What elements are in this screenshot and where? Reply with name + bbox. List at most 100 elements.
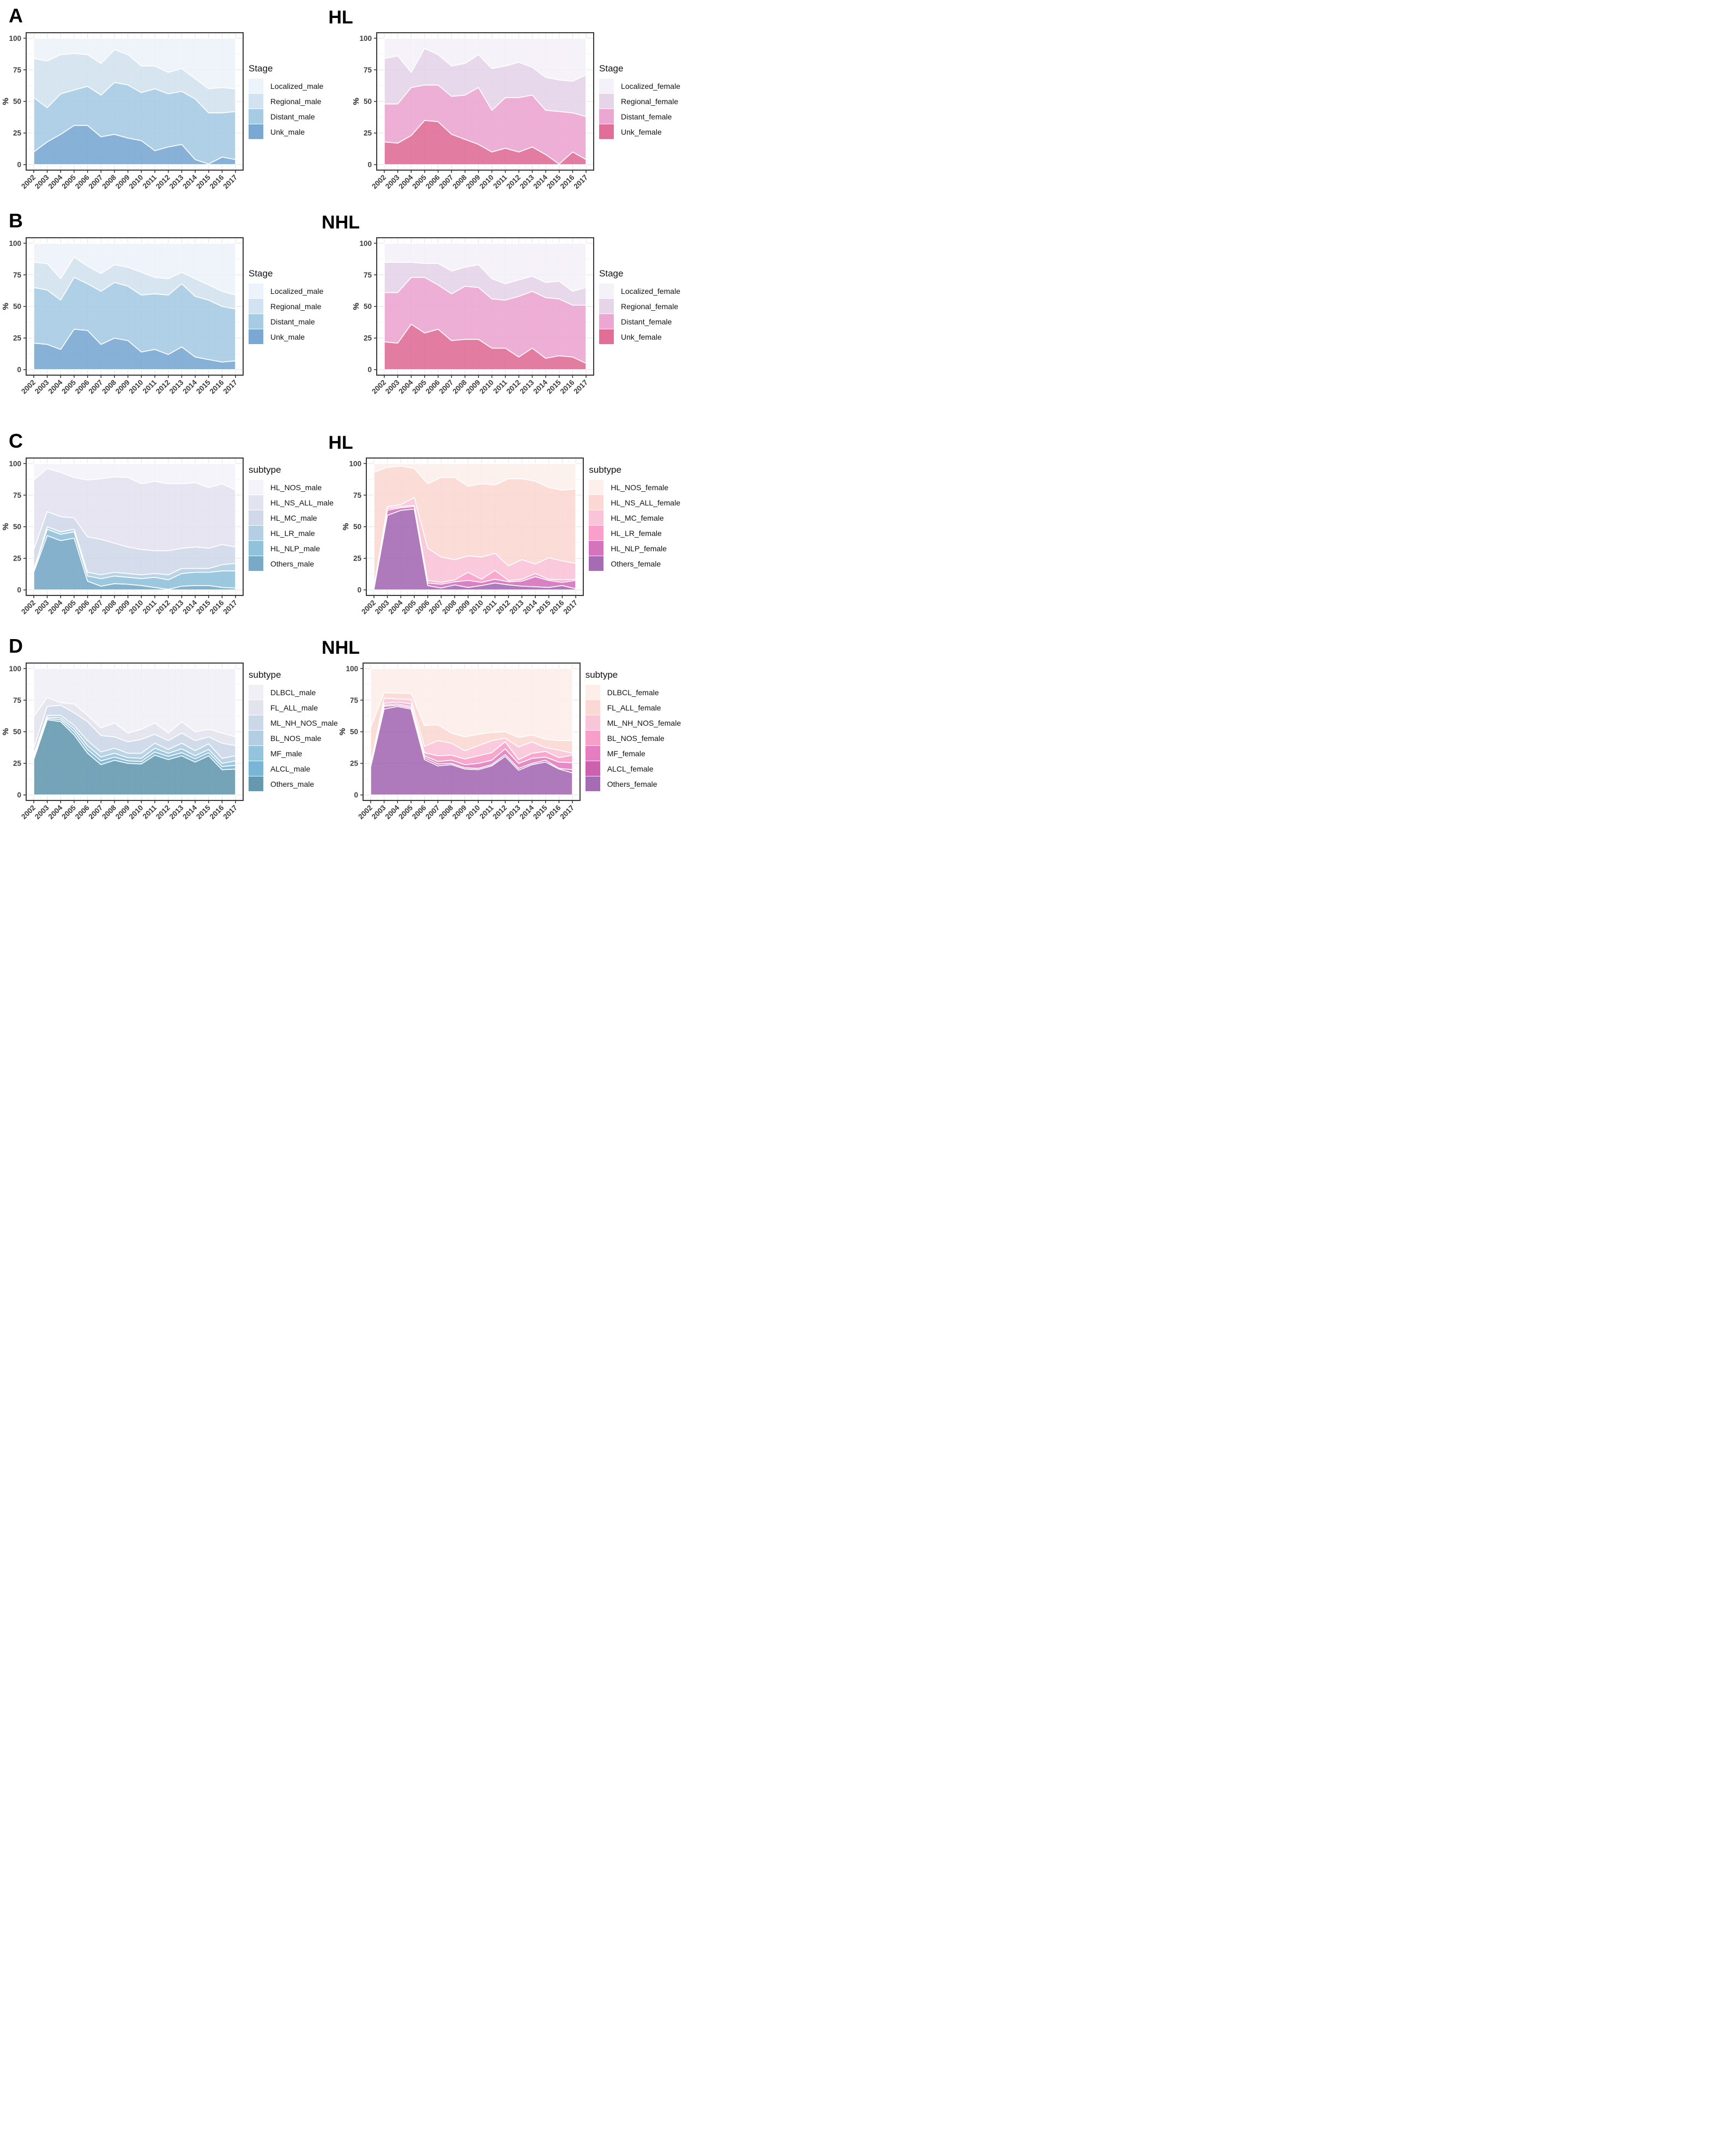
y-axis-label: %: [1, 98, 10, 105]
x-tick-label: 2013: [504, 803, 522, 821]
legend-title: subtype: [589, 465, 621, 475]
x-tick-label: 2003: [370, 803, 388, 821]
legend-swatch-icon: [249, 284, 263, 298]
x-tick-label: 2014: [532, 173, 549, 190]
x-tick-label: 2002: [370, 378, 388, 396]
x-tick-label: 2016: [548, 598, 566, 616]
legend-item: Others_male: [249, 776, 338, 791]
legend-item-label: Distant_male: [270, 112, 315, 121]
x-tick-label: 2014: [181, 378, 198, 395]
x-tick-label: 2004: [47, 803, 64, 821]
legend-item-label: HL_NS_ALL_male: [270, 498, 334, 507]
area-layer-Localized_female: [384, 243, 587, 292]
legend-item: HL_NLP_female: [589, 541, 680, 556]
legend-item-label: Localized_female: [621, 286, 680, 296]
y-tick-label: 25: [364, 334, 372, 342]
legend-item: HL_LR_male: [249, 526, 334, 540]
area-layer-Localized_male: [33, 243, 236, 296]
x-tick-label: 2005: [60, 173, 77, 190]
legend-item-label: Regional_male: [270, 302, 322, 311]
legend-swatch-icon: [249, 776, 263, 791]
panel-title-A: HL: [328, 7, 353, 28]
x-tick-label: 2003: [384, 378, 401, 395]
panel-D: D NHL 0 25 50 75 100 2002 2003 2004 2005 2006 2007…: [0, 635, 681, 839]
y-tick-label: 0: [368, 161, 372, 169]
x-tick-label: 2009: [454, 599, 472, 616]
x-tick-label: 2010: [478, 378, 496, 396]
legend-title: Stage: [249, 63, 273, 74]
x-tick-label: 2013: [508, 598, 526, 616]
area-chart-svg: 0255075100200220032004200520062007200820…: [1, 663, 244, 821]
legend-swatch-icon: [589, 510, 604, 525]
legend: subtype HL_NOS_female HL_NS_ALL_female HL_M…: [589, 465, 680, 571]
legend-item: Unk_male: [249, 124, 323, 139]
x-tick-label: 2005: [60, 598, 77, 616]
x-tick-label: 2012: [494, 599, 512, 616]
x-tick-label: 2002: [20, 804, 37, 821]
y-tick-label: 25: [353, 555, 362, 563]
panel-B: B NHL 0 25 50 75 100 2002 2003 2004 2005 2006 2007…: [0, 209, 681, 413]
legend-swatch-icon: [585, 700, 600, 715]
y-tick-label: 25: [13, 555, 22, 563]
y-axis-label: %: [1, 728, 10, 735]
x-tick-label: 2015: [195, 173, 212, 190]
legend-swatch-icon: [249, 495, 263, 510]
legend-item: HL_NLP_male: [249, 541, 334, 556]
legend-item-label: HL_MC_female: [611, 513, 664, 522]
x-tick-label: 2014: [181, 173, 198, 190]
x-tick-label: 2006: [74, 598, 91, 616]
x-tick-label: 2005: [60, 378, 77, 395]
x-tick-label: 2011: [141, 803, 159, 821]
x-tick-label: 2004: [397, 173, 415, 190]
legend-item: HL_LR_female: [589, 526, 680, 540]
y-tick-label: 75: [13, 696, 22, 704]
x-tick-label: 2008: [100, 173, 118, 190]
x-tick-label: 2009: [464, 173, 482, 191]
legend-item-label: ML_NH_NOS_female: [607, 718, 681, 727]
legend-item: Localized_male: [249, 284, 323, 298]
legend-swatch-icon: [599, 109, 614, 124]
chart-nhl-subtype-male: 0 25 50 75 100 2002 2003 2004 2005 2006 2007 2008 20…: [1, 659, 338, 839]
legend-item-label: ALCL_female: [607, 764, 654, 773]
x-tick-label: 2005: [410, 173, 428, 190]
x-tick-label: 2009: [451, 804, 468, 821]
x-tick-label: 2004: [47, 598, 64, 616]
legend-item: HL_MC_female: [589, 510, 680, 525]
x-tick-label: 2007: [87, 173, 105, 191]
legend-item-label: Distant_female: [621, 112, 672, 121]
x-tick-label: 2016: [545, 803, 562, 821]
legend-item: HL_NS_ALL_male: [249, 495, 334, 510]
legend-swatch-icon: [599, 284, 614, 298]
y-tick-label: 50: [13, 98, 21, 106]
legend-item-label: Unk_female: [621, 127, 662, 136]
y-tick-label: 25: [13, 129, 22, 137]
x-tick-label: 2006: [74, 378, 91, 395]
x-tick-label: 2013: [168, 598, 185, 616]
x-tick-label: 2011: [492, 173, 509, 190]
x-tick-label: 2016: [208, 173, 226, 190]
area-layer-Localized_male: [33, 38, 236, 89]
x-tick-label: 2008: [451, 378, 468, 395]
legend-item-label: Localized_male: [270, 286, 324, 296]
y-tick-label: 100: [360, 34, 372, 43]
legend-swatch-icon: [249, 79, 263, 93]
figure-page: A HL 0 25 50 75 100 2002 2003 2004 2005 2006 2007 2…: [0, 0, 681, 850]
x-tick-label: 2009: [114, 173, 131, 191]
legend-item-label: HL_MC_male: [270, 513, 317, 522]
legend-item-label: Regional_female: [621, 302, 679, 311]
legend-item: Regional_female: [599, 94, 680, 109]
x-tick-label: 2006: [410, 803, 428, 821]
x-tick-label: 2003: [33, 173, 51, 190]
x-tick-label: 2003: [33, 378, 51, 395]
y-tick-label: 75: [353, 491, 362, 499]
y-tick-label: 75: [13, 491, 22, 499]
legend-swatch-icon: [599, 79, 614, 93]
y-tick-label: 50: [13, 523, 21, 531]
y-tick-label: 25: [13, 334, 22, 342]
legend-item-label: Others_female: [611, 559, 661, 568]
panel-letter-B: B: [9, 209, 23, 232]
chart-hl-subtype-female: 0 25 50 75 100 2002 2003 2004 2005 2006 2007 2008 20…: [341, 454, 680, 634]
x-tick-label: 2009: [464, 378, 482, 396]
panel-title-B: NHL: [322, 212, 360, 233]
y-tick-label: 25: [350, 760, 359, 768]
